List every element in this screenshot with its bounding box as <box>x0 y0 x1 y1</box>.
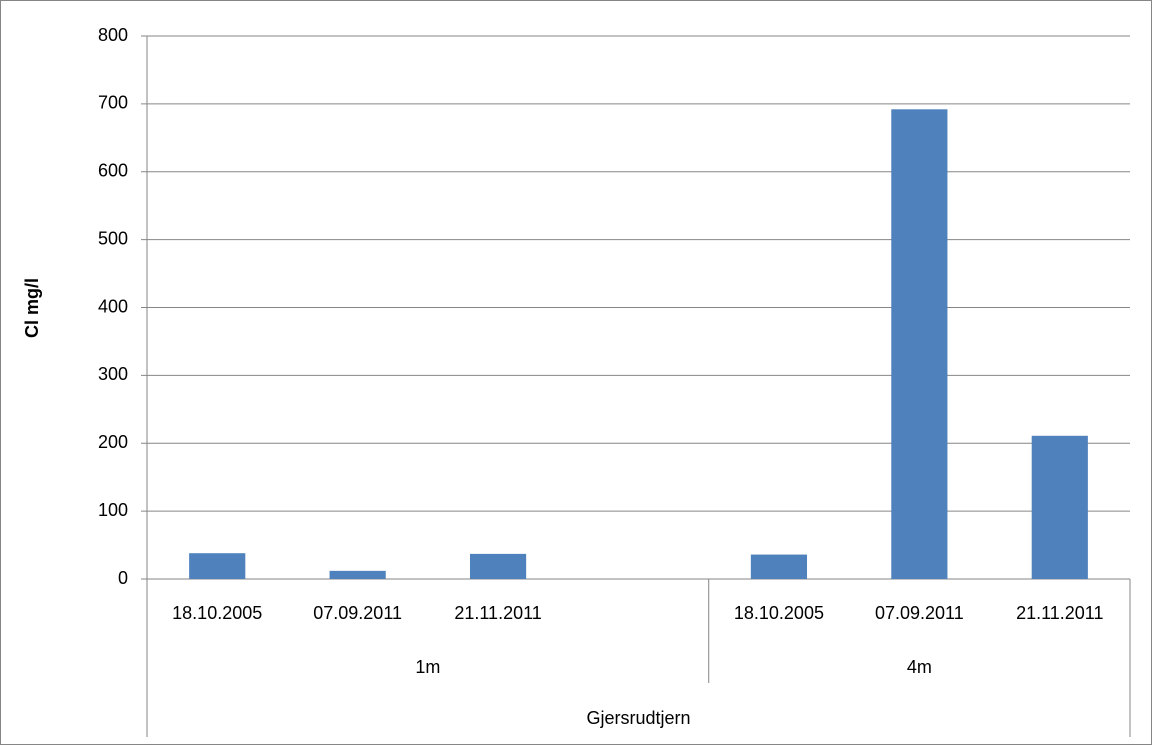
group-label: 4m <box>907 657 932 677</box>
bar <box>750 554 808 579</box>
bar <box>329 570 386 579</box>
y-tick-label: 700 <box>98 93 128 113</box>
y-tick-label: 400 <box>98 296 128 316</box>
x-tick-label: 21.11.2011 <box>1016 603 1103 623</box>
y-tick-label: 100 <box>98 500 128 520</box>
x-tick-label: 07.09.2011 <box>875 603 964 623</box>
y-tick-label: 0 <box>118 568 128 588</box>
bar <box>1031 435 1088 579</box>
x-tick-label: 18.10.2005 <box>734 603 824 623</box>
bar <box>891 109 948 580</box>
group-title: Gjersrudtjern <box>586 708 690 728</box>
y-axis-label: Cl mg/l <box>22 278 42 338</box>
y-tick-label: 600 <box>98 161 128 181</box>
x-tick-label: 21.11.2011 <box>454 603 541 623</box>
y-tick-label: 500 <box>98 228 128 248</box>
x-tick-label: 07.09.2011 <box>313 603 402 623</box>
bar <box>469 553 527 579</box>
group-label: 1m <box>415 657 440 677</box>
y-tick-label: 800 <box>98 25 128 45</box>
y-tick-label: 200 <box>98 432 128 452</box>
y-tick-label: 300 <box>98 364 128 384</box>
x-tick-label: 18.10.2005 <box>172 603 262 623</box>
bar <box>189 553 246 579</box>
